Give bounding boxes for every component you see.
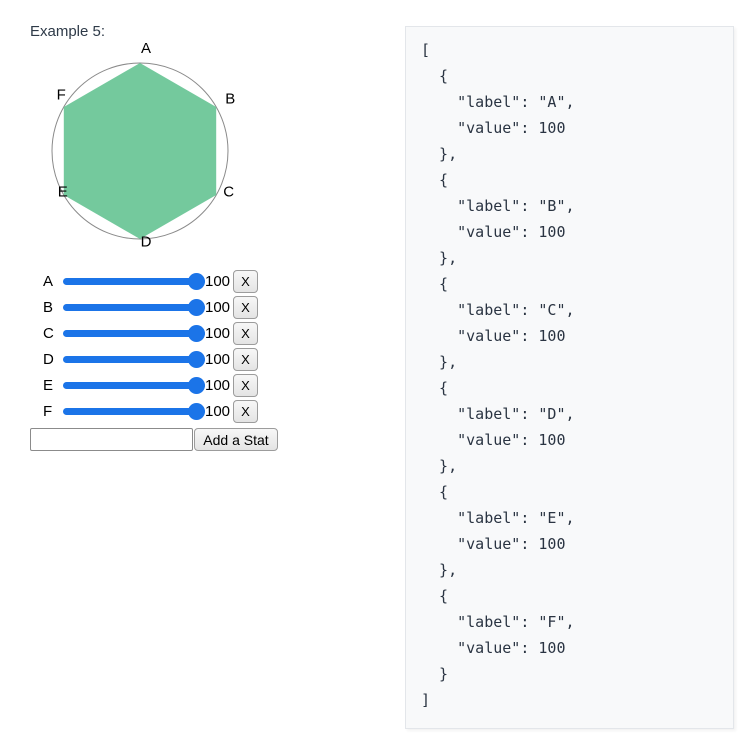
chart-axis-label: A	[141, 40, 151, 57]
stat-rows: A 100 X B 100 X C 100 X D 100 X E 100 X …	[43, 268, 258, 424]
stat-value: 100	[205, 272, 231, 290]
stat-label: F	[43, 402, 53, 420]
radar-chart: A B C D E F	[51, 40, 236, 251]
add-stat-row: Add a Stat	[30, 428, 278, 451]
remove-stat-button[interactable]: X	[233, 269, 258, 293]
stat-row: F 100 X	[43, 398, 258, 424]
chart-axis-label: C	[223, 184, 234, 201]
stat-label: C	[43, 324, 54, 342]
stat-value: 100	[205, 298, 231, 316]
json-code: [ { "label": "A", "value": 100 }, { "lab…	[421, 41, 575, 709]
stat-value: 100	[205, 350, 231, 368]
remove-stat-button[interactable]: X	[233, 347, 258, 371]
stat-label: A	[43, 272, 54, 290]
stat-value-slider[interactable]	[63, 346, 205, 372]
stat-value-slider[interactable]	[63, 268, 205, 294]
radar-axis-labels: A B C D E F	[57, 40, 236, 251]
stat-value-slider[interactable]	[63, 294, 205, 320]
chart-axis-label: E	[58, 184, 68, 201]
code-panel: [ { "label": "A", "value": 100 }, { "lab…	[405, 26, 734, 729]
stat-row: D 100 X	[43, 346, 258, 372]
stat-row: A 100 X	[43, 268, 258, 294]
remove-stat-button[interactable]: X	[233, 321, 258, 345]
add-stat-button[interactable]: Add a Stat	[194, 428, 278, 451]
stat-label: B	[43, 298, 54, 316]
stat-label: E	[43, 376, 54, 394]
chart-axis-label: D	[141, 234, 152, 251]
page-title: Example 5:	[30, 23, 106, 40]
remove-stat-button[interactable]: X	[233, 373, 258, 397]
radar-value-polygon	[63, 63, 217, 239]
stat-value-slider[interactable]	[63, 372, 205, 398]
new-stat-name-input[interactable]	[30, 428, 193, 451]
stat-label: D	[43, 350, 54, 368]
stat-value: 100	[205, 324, 231, 342]
stat-value-slider[interactable]	[63, 320, 205, 346]
stat-row: B 100 X	[43, 294, 258, 320]
stat-value-slider[interactable]	[63, 398, 205, 424]
stat-row: E 100 X	[43, 372, 258, 398]
stat-value: 100	[205, 402, 231, 420]
chart-axis-label: B	[225, 91, 235, 108]
stat-value: 100	[205, 376, 231, 394]
chart-axis-label: F	[57, 87, 66, 104]
stat-row: C 100 X	[43, 320, 258, 346]
remove-stat-button[interactable]: X	[233, 399, 258, 423]
remove-stat-button[interactable]: X	[233, 295, 258, 319]
